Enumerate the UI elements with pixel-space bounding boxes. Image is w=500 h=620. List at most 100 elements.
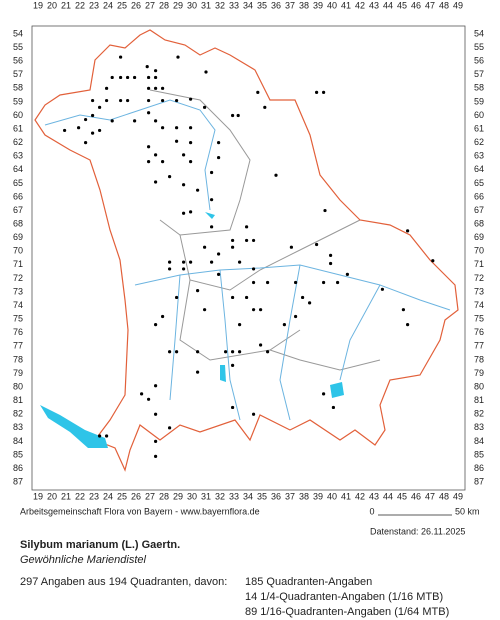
column-label: 48 — [439, 0, 449, 10]
occurrence-dot — [196, 289, 200, 293]
occurrence-dot — [175, 126, 179, 130]
summary: 297 Angaben aus 194 Quadranten, davon: — [20, 576, 227, 588]
row-label: 56 — [474, 56, 484, 66]
occurrence-dot — [182, 267, 186, 271]
row-label: 68 — [13, 218, 23, 228]
row-label: 59 — [474, 96, 484, 106]
column-label: 39 — [313, 0, 323, 10]
occurrence-dot — [196, 188, 200, 192]
column-label: 31 — [201, 491, 211, 501]
occurrence-dot — [84, 141, 88, 145]
occurrence-dot — [147, 145, 151, 149]
column-label: 36 — [271, 491, 281, 501]
scale-zero: 0 — [369, 506, 374, 516]
occurrence-dot — [77, 126, 81, 130]
row-label: 76 — [13, 327, 23, 337]
scale-label: 50 km — [455, 506, 480, 516]
occurrence-dot — [236, 113, 240, 118]
count-line: 185 Quadranten-Angaben — [245, 576, 372, 588]
column-label: 25 — [117, 0, 127, 10]
occurrence-dot — [161, 160, 165, 164]
occurrence-dot — [217, 155, 221, 160]
column-label: 40 — [327, 0, 337, 10]
occurrence-dot — [245, 225, 249, 229]
occurrence-dot — [154, 75, 158, 80]
row-label: 75 — [13, 314, 23, 324]
occurrence-dot — [252, 412, 256, 416]
occurrence-dot — [189, 210, 193, 214]
row-label: 84 — [13, 436, 23, 446]
occurrence-dot — [176, 55, 180, 59]
occurrence-dot — [238, 350, 242, 354]
occurrence-dot — [245, 238, 249, 243]
occurrence-dot — [147, 397, 151, 401]
occurrence-dot — [329, 261, 333, 266]
occurrence-dot — [133, 75, 137, 80]
occurrence-dot — [431, 259, 435, 263]
row-label: 61 — [13, 123, 23, 133]
row-label: 57 — [13, 69, 23, 79]
row-label: 86 — [474, 463, 484, 473]
row-label: 69 — [474, 232, 484, 242]
lake-ammersee — [220, 365, 226, 382]
occurrence-dot — [323, 208, 327, 213]
row-label: 66 — [474, 191, 484, 201]
occurrence-dot — [231, 405, 235, 410]
district-border — [179, 219, 361, 291]
occurrence-dot — [329, 253, 333, 257]
occurrence-dot — [154, 69, 158, 73]
occurrence-dot — [231, 238, 235, 243]
occurrence-dot — [315, 90, 319, 94]
state-borders — [149, 89, 381, 371]
row-label: 54 — [474, 28, 484, 38]
column-label: 45 — [397, 491, 407, 501]
column-label: 36 — [271, 0, 281, 10]
occurrence-dot — [91, 113, 95, 118]
column-label: 46 — [411, 0, 421, 10]
occurrence-dot — [252, 308, 256, 312]
river — [134, 264, 451, 311]
row-label: 74 — [13, 300, 23, 310]
occurrence-dot — [147, 111, 151, 115]
occurrence-dot — [252, 280, 256, 285]
row-label: 65 — [13, 178, 23, 188]
row-label: 77 — [13, 341, 23, 351]
occurrence-dot — [331, 405, 335, 410]
row-label: 82 — [13, 409, 23, 419]
row-label: 78 — [13, 354, 23, 364]
occurrence-dot — [168, 174, 172, 179]
occurrence-dot — [126, 98, 130, 103]
occurrence-dot — [301, 295, 305, 300]
row-label: 63 — [474, 151, 484, 161]
column-label: 27 — [145, 0, 155, 10]
occurrence-dot — [105, 86, 109, 90]
row-label: 65 — [474, 178, 484, 188]
occurrence-dot — [154, 119, 158, 123]
column-label: 21 — [61, 491, 71, 501]
lake — [205, 212, 215, 219]
row-label: 54 — [13, 28, 23, 38]
column-label: 49 — [453, 0, 463, 10]
row-label: 58 — [474, 83, 484, 93]
occurrence-dot — [147, 160, 151, 164]
occurrence-dot — [110, 75, 114, 80]
row-label: 85 — [474, 449, 484, 459]
occurrence-dot — [154, 323, 158, 327]
occurrence-dot — [217, 252, 221, 256]
occurrence-dot — [245, 295, 249, 300]
occurrence-dot — [161, 98, 165, 103]
occurrence-dot — [289, 245, 293, 249]
occurrence-dot — [203, 245, 207, 249]
row-label: 71 — [474, 259, 484, 269]
column-label: 33 — [229, 0, 239, 10]
column-label: 33 — [229, 491, 239, 501]
column-label: 43 — [369, 491, 379, 501]
occurrence-dot — [322, 392, 326, 396]
column-label: 24 — [103, 0, 113, 10]
row-label: 64 — [13, 164, 23, 174]
occurrence-dot — [154, 180, 158, 184]
column-label: 43 — [369, 0, 379, 10]
column-label: 45 — [397, 0, 407, 10]
column-label: 38 — [299, 491, 309, 501]
